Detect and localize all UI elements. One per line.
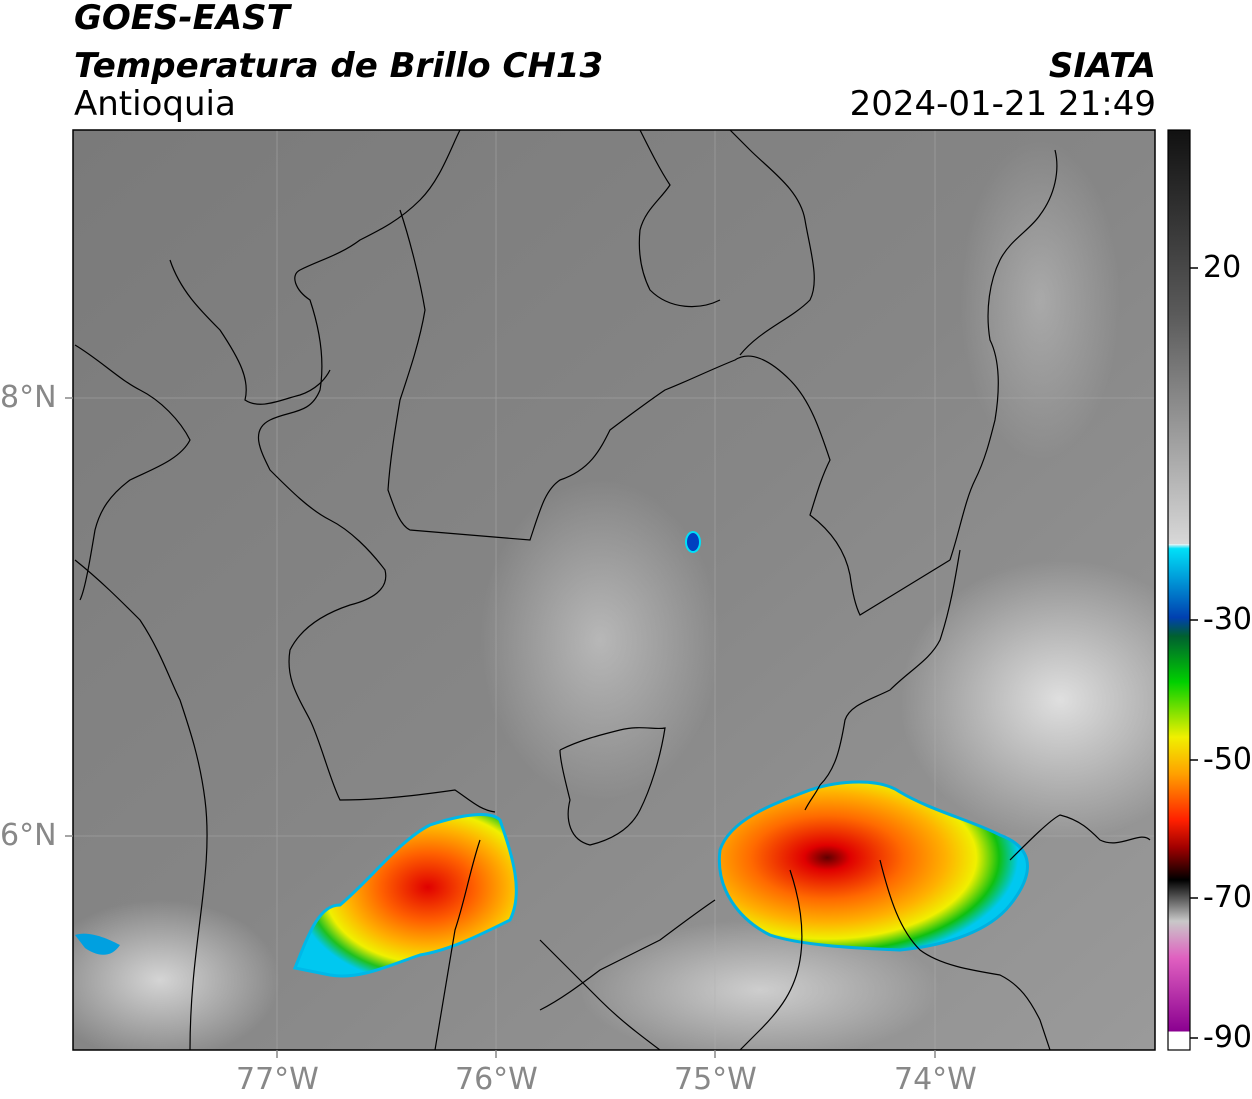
colorbar <box>1167 129 1191 1051</box>
agency-label: SIATA <box>1048 46 1156 86</box>
colorbar-label: -70 <box>1203 880 1252 915</box>
colorbar-label: -90 <box>1203 1020 1252 1055</box>
map-frame <box>72 129 1156 1051</box>
eastern-storm <box>717 780 1029 952</box>
small-cold-spot <box>685 531 701 553</box>
datetime-label: 2024-01-21 21:49 <box>849 84 1156 124</box>
colorbar-ticks <box>1190 267 1198 1039</box>
colorbar-label: -50 <box>1203 742 1252 777</box>
admin-borders <box>257 130 1151 1050</box>
coastal-cold-spot <box>75 933 120 955</box>
cloud-area-center <box>480 480 720 800</box>
cloud-area-southwest <box>73 900 280 1050</box>
cloud-area-east <box>900 560 1155 840</box>
lat-tick-label: 6°N <box>0 818 57 853</box>
coastline <box>74 259 331 1050</box>
colorbar-label: 20 <box>1203 250 1242 285</box>
colorbar-label: -30 <box>1203 602 1252 637</box>
lon-tick-label: 77°W <box>236 1062 319 1097</box>
satellite-title: GOES-EAST <box>74 0 290 38</box>
lon-tick-label: 74°W <box>894 1062 977 1097</box>
cloud-area-northeast <box>960 140 1120 460</box>
lon-tick-label: 75°W <box>674 1062 757 1097</box>
axis-ticks <box>65 397 936 1058</box>
product-title: Temperatura de Brillo CH13 <box>74 46 604 86</box>
cloud-area-south <box>580 920 940 1050</box>
lat-tick-label: 8°N <box>0 380 57 415</box>
lon-tick-label: 76°W <box>455 1062 538 1097</box>
western-storm <box>292 813 518 978</box>
region-label: Antioquia <box>74 84 236 124</box>
